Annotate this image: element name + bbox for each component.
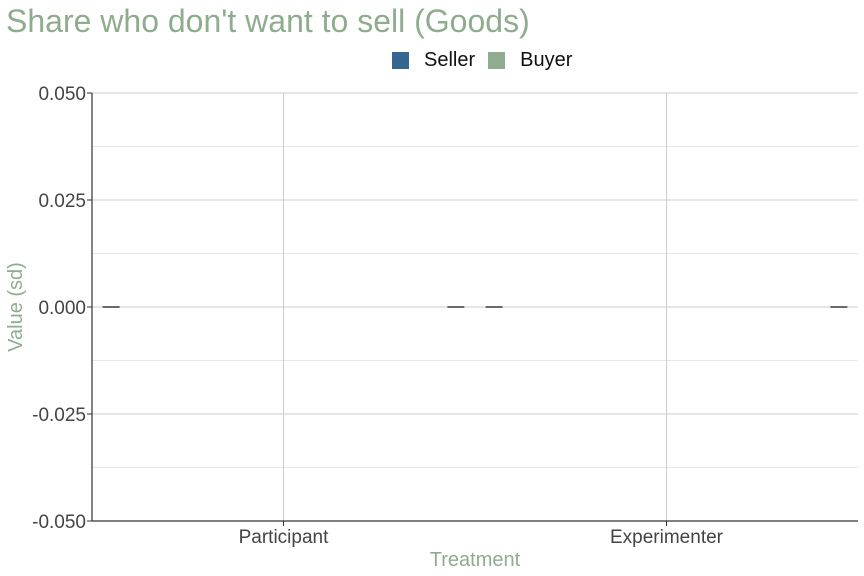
x-tick-label: Experimenter <box>610 527 724 548</box>
legend: Seller Buyer <box>392 49 585 72</box>
x-axis-title: Treatment <box>430 549 521 571</box>
y-axis-title: Value (sd) <box>5 262 27 352</box>
x-tick-label: Participant <box>239 527 329 548</box>
y-tick-label: 0.000 <box>38 298 86 319</box>
legend-item-seller: Seller <box>392 49 475 72</box>
legend-swatch-buyer <box>488 52 506 69</box>
y-tick-label: -0.050 <box>32 512 86 533</box>
chart-title: Share who don't want to sell (Goods) <box>6 3 530 39</box>
x-tick-labels: Participant Experimenter <box>239 521 724 548</box>
legend-swatch-seller <box>392 52 409 69</box>
legend-label-buyer: Buyer <box>520 49 573 71</box>
y-tick-label: 0.025 <box>38 191 86 212</box>
y-tick-labels: -0.050 -0.025 0.000 0.025 0.050 <box>32 84 92 533</box>
y-tick-label: -0.025 <box>32 405 86 426</box>
grid <box>92 92 858 522</box>
legend-label-seller: Seller <box>424 49 476 71</box>
legend-item-buyer: Buyer <box>488 49 572 72</box>
y-tick-label: 0.050 <box>38 84 86 105</box>
